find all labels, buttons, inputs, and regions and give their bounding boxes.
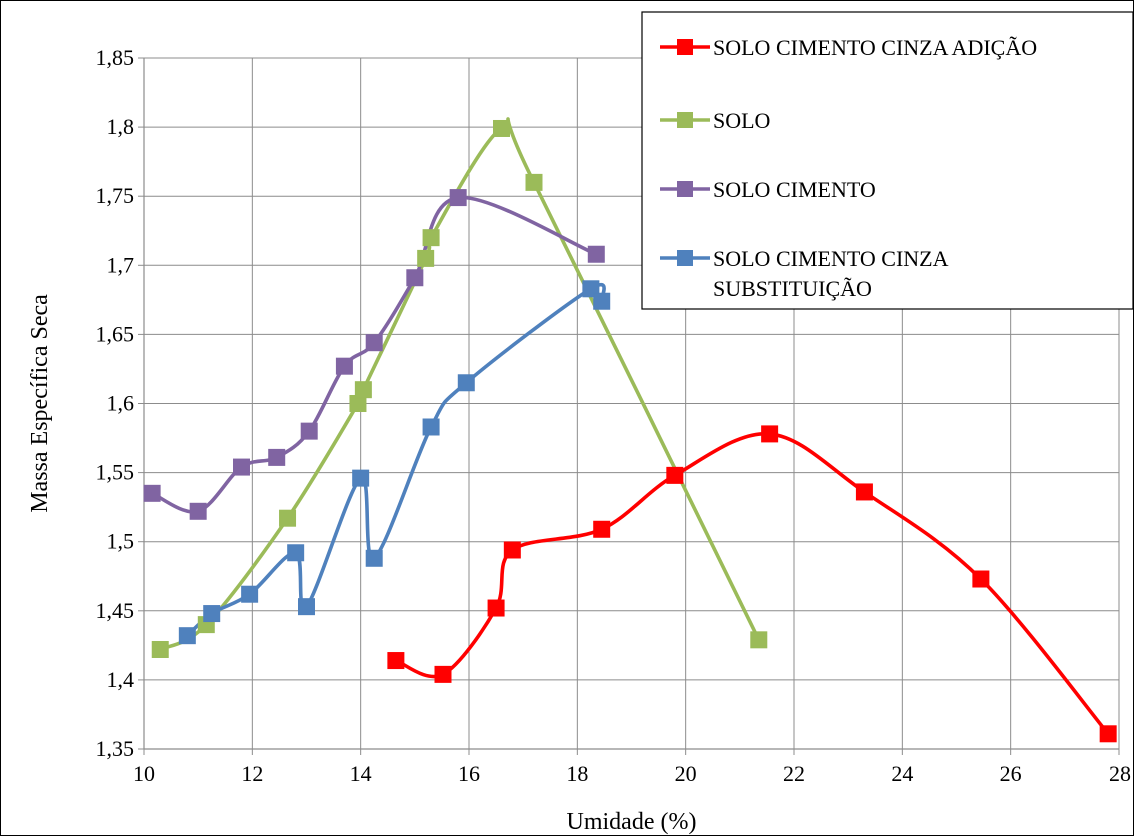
data-point-marker [203,605,221,623]
y-tick-label: 1,7 [107,252,135,277]
data-point-marker [417,249,435,267]
data-point-marker [493,119,510,137]
x-tick-label: 20 [675,761,697,786]
data-point-marker [233,458,250,476]
x-tick-label: 12 [241,761,263,786]
legend-box [641,11,1133,310]
data-point-marker [855,483,873,501]
x-tick-label: 26 [1000,761,1022,786]
data-point-marker [406,269,424,287]
legend-marker-swatch [677,250,693,266]
data-point-marker [457,374,475,392]
data-point-marker [1099,725,1117,743]
data-point-marker [279,509,297,527]
x-tick-label: 24 [891,761,913,786]
y-tick-label: 1,45 [96,598,135,623]
data-point-marker [365,549,383,567]
x-tick-label: 10 [133,761,155,786]
data-point-marker [422,229,440,247]
data-point-marker [750,631,768,649]
x-tick-label: 28 [1109,761,1131,786]
y-tick-label: 1,85 [96,45,135,70]
series-line-3 [150,195,599,514]
data-point-marker [503,541,521,559]
y-axis-title: Massa Específica Seca [27,294,53,513]
data-point-marker [587,245,605,263]
data-point-marker [300,422,318,440]
data-point-marker [761,425,779,443]
data-point-marker [151,640,169,658]
data-point-marker [287,544,305,562]
y-tick-label: 1,65 [96,321,135,346]
y-tick-label: 1,35 [96,736,135,761]
legend-marker-swatch [677,181,693,197]
data-point-marker [354,381,372,399]
legend-label: SOLO CIMENTO [713,177,876,202]
data-point-marker [241,585,259,603]
x-tick-label: 18 [566,761,588,786]
x-tick-label: 16 [458,761,480,786]
axes [138,57,1120,755]
x-tick-label: 14 [350,761,372,786]
data-point-marker [387,652,405,670]
data-point-marker [189,502,207,520]
data-point-marker [352,469,370,487]
y-tick-label: 1,5 [107,529,135,554]
data-point-marker [593,292,611,310]
legend-marker-swatch [677,112,693,128]
legend: SOLO CIMENTO CINZA ADIÇÃO SOLO SOLO CIMENT… [641,11,1133,310]
x-tick-label: 22 [783,761,805,786]
data-point-marker [422,418,440,436]
legend-label: SOLO [713,108,770,133]
legend-label: SOLO CIMENTO CINZA [713,246,949,271]
y-tick-label: 1,8 [107,114,135,139]
series-line-1 [394,432,1110,736]
data-point-marker [365,334,383,352]
data-point-marker [525,173,543,191]
data-point-marker [666,466,684,484]
data-point-marker [487,599,505,617]
data-point-marker [298,598,315,616]
y-tick-label: 1,75 [96,183,135,208]
y-tick-label: 1,4 [107,667,135,692]
y-tick-label: 1,6 [107,391,135,416]
data-point-marker [268,448,286,466]
data-point-marker [434,665,452,683]
y-tick-label: 1,55 [96,460,135,485]
legend-marker-swatch [677,39,693,55]
tick-labels: 1,35 1,4 1,45 1,5 1,55 1,6 1,65 1,7 1,75 1,8 1,85 1… [96,45,1132,786]
legend-label: SOLO CIMENTO CINZA ADIÇÃO [713,35,1037,60]
data-point-marker [972,570,990,588]
data-point-marker [449,189,467,207]
x-axis-title: Umidade (%) [567,809,697,835]
data-point-marker [593,520,611,538]
data-point-marker [335,357,353,375]
legend-label: SUBSTITUIÇÃO [713,276,872,301]
series-markers [143,119,1117,743]
data-point-marker [178,627,196,645]
data-point-marker [143,484,161,502]
